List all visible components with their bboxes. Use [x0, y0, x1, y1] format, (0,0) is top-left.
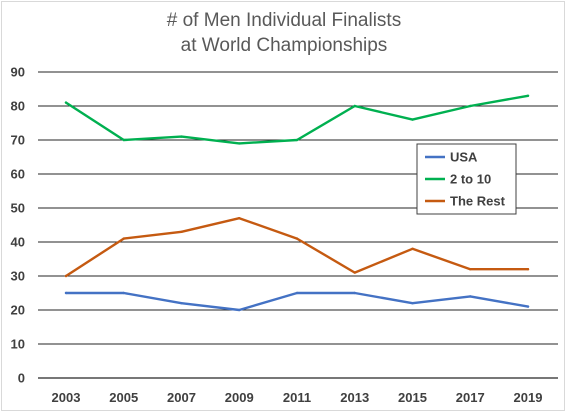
x-tick-label: 2007 — [167, 390, 196, 405]
y-tick-label: 40 — [11, 235, 25, 250]
x-tick-label: 2011 — [283, 390, 311, 405]
data-point-2-to-10 — [295, 138, 299, 142]
x-tick-label: 2009 — [225, 390, 254, 405]
y-tick-label: 30 — [11, 269, 25, 284]
chart-title-line-2: at World Championships — [181, 35, 388, 56]
data-point-2-to-10 — [353, 104, 356, 108]
data-point-usa — [122, 291, 125, 295]
x-tick-label: 2013 — [340, 390, 369, 405]
data-point-usa — [411, 302, 414, 305]
legend-label-the-rest: The Rest — [450, 194, 506, 209]
data-point-usa — [238, 308, 241, 312]
data-point-2-to-10 — [469, 104, 472, 108]
x-tick-label: 2003 — [52, 390, 81, 405]
y-tick-label: 50 — [11, 201, 25, 216]
y-tick-label: 80 — [11, 99, 25, 114]
data-point-the-rest — [469, 268, 472, 271]
data-point-2-to-10 — [526, 94, 530, 98]
data-point-usa — [180, 302, 183, 305]
data-point-usa — [353, 291, 356, 295]
data-point-the-rest — [411, 247, 414, 250]
data-point-usa — [469, 295, 472, 298]
chart-title-line-1: # of Men Individual Finalists — [167, 10, 401, 31]
series-lines — [64, 94, 530, 312]
data-point-the-rest — [295, 237, 299, 240]
y-tick-label: 70 — [11, 133, 25, 148]
y-tick-label: 90 — [11, 65, 25, 80]
data-point-2-to-10 — [238, 142, 241, 145]
data-point-2-to-10 — [64, 101, 68, 104]
series-line-usa — [64, 291, 530, 312]
data-point-usa — [295, 291, 299, 295]
legend: USA 2 to 10 The Rest — [416, 143, 517, 215]
y-tick-label: 60 — [11, 167, 25, 182]
series-line-the-rest — [64, 216, 530, 278]
x-tick-label: 2017 — [456, 390, 485, 405]
data-point-2-to-10 — [122, 138, 125, 142]
data-point-2-to-10 — [411, 118, 414, 121]
x-tick-label: 2005 — [109, 390, 138, 405]
data-point-usa — [64, 291, 68, 295]
y-tick-label: 10 — [11, 337, 25, 352]
data-point-the-rest — [526, 268, 530, 271]
legend-label-2-to-10: 2 to 10 — [450, 172, 491, 187]
chart-title: # of Men Individual Finalists at World C… — [167, 10, 401, 56]
data-point-2-to-10 — [180, 135, 183, 138]
axes: 0 10 20 30 40 50 60 70 80 90 2003 2005 2007 2009 2011 2… — [11, 65, 558, 405]
data-point-the-rest — [353, 271, 356, 274]
data-point-usa — [526, 305, 530, 308]
x-tick-label: 2019 — [514, 390, 543, 405]
series-line-2-to-10 — [64, 94, 530, 145]
y-tick-label: 0 — [18, 371, 25, 386]
data-point-the-rest — [64, 274, 68, 278]
data-point-the-rest — [180, 230, 183, 233]
x-tick-label: 2015 — [398, 390, 427, 405]
data-point-the-rest — [238, 217, 241, 220]
y-tick-label: 20 — [11, 303, 25, 318]
legend-label-usa: USA — [450, 150, 478, 165]
data-point-the-rest — [122, 237, 125, 240]
